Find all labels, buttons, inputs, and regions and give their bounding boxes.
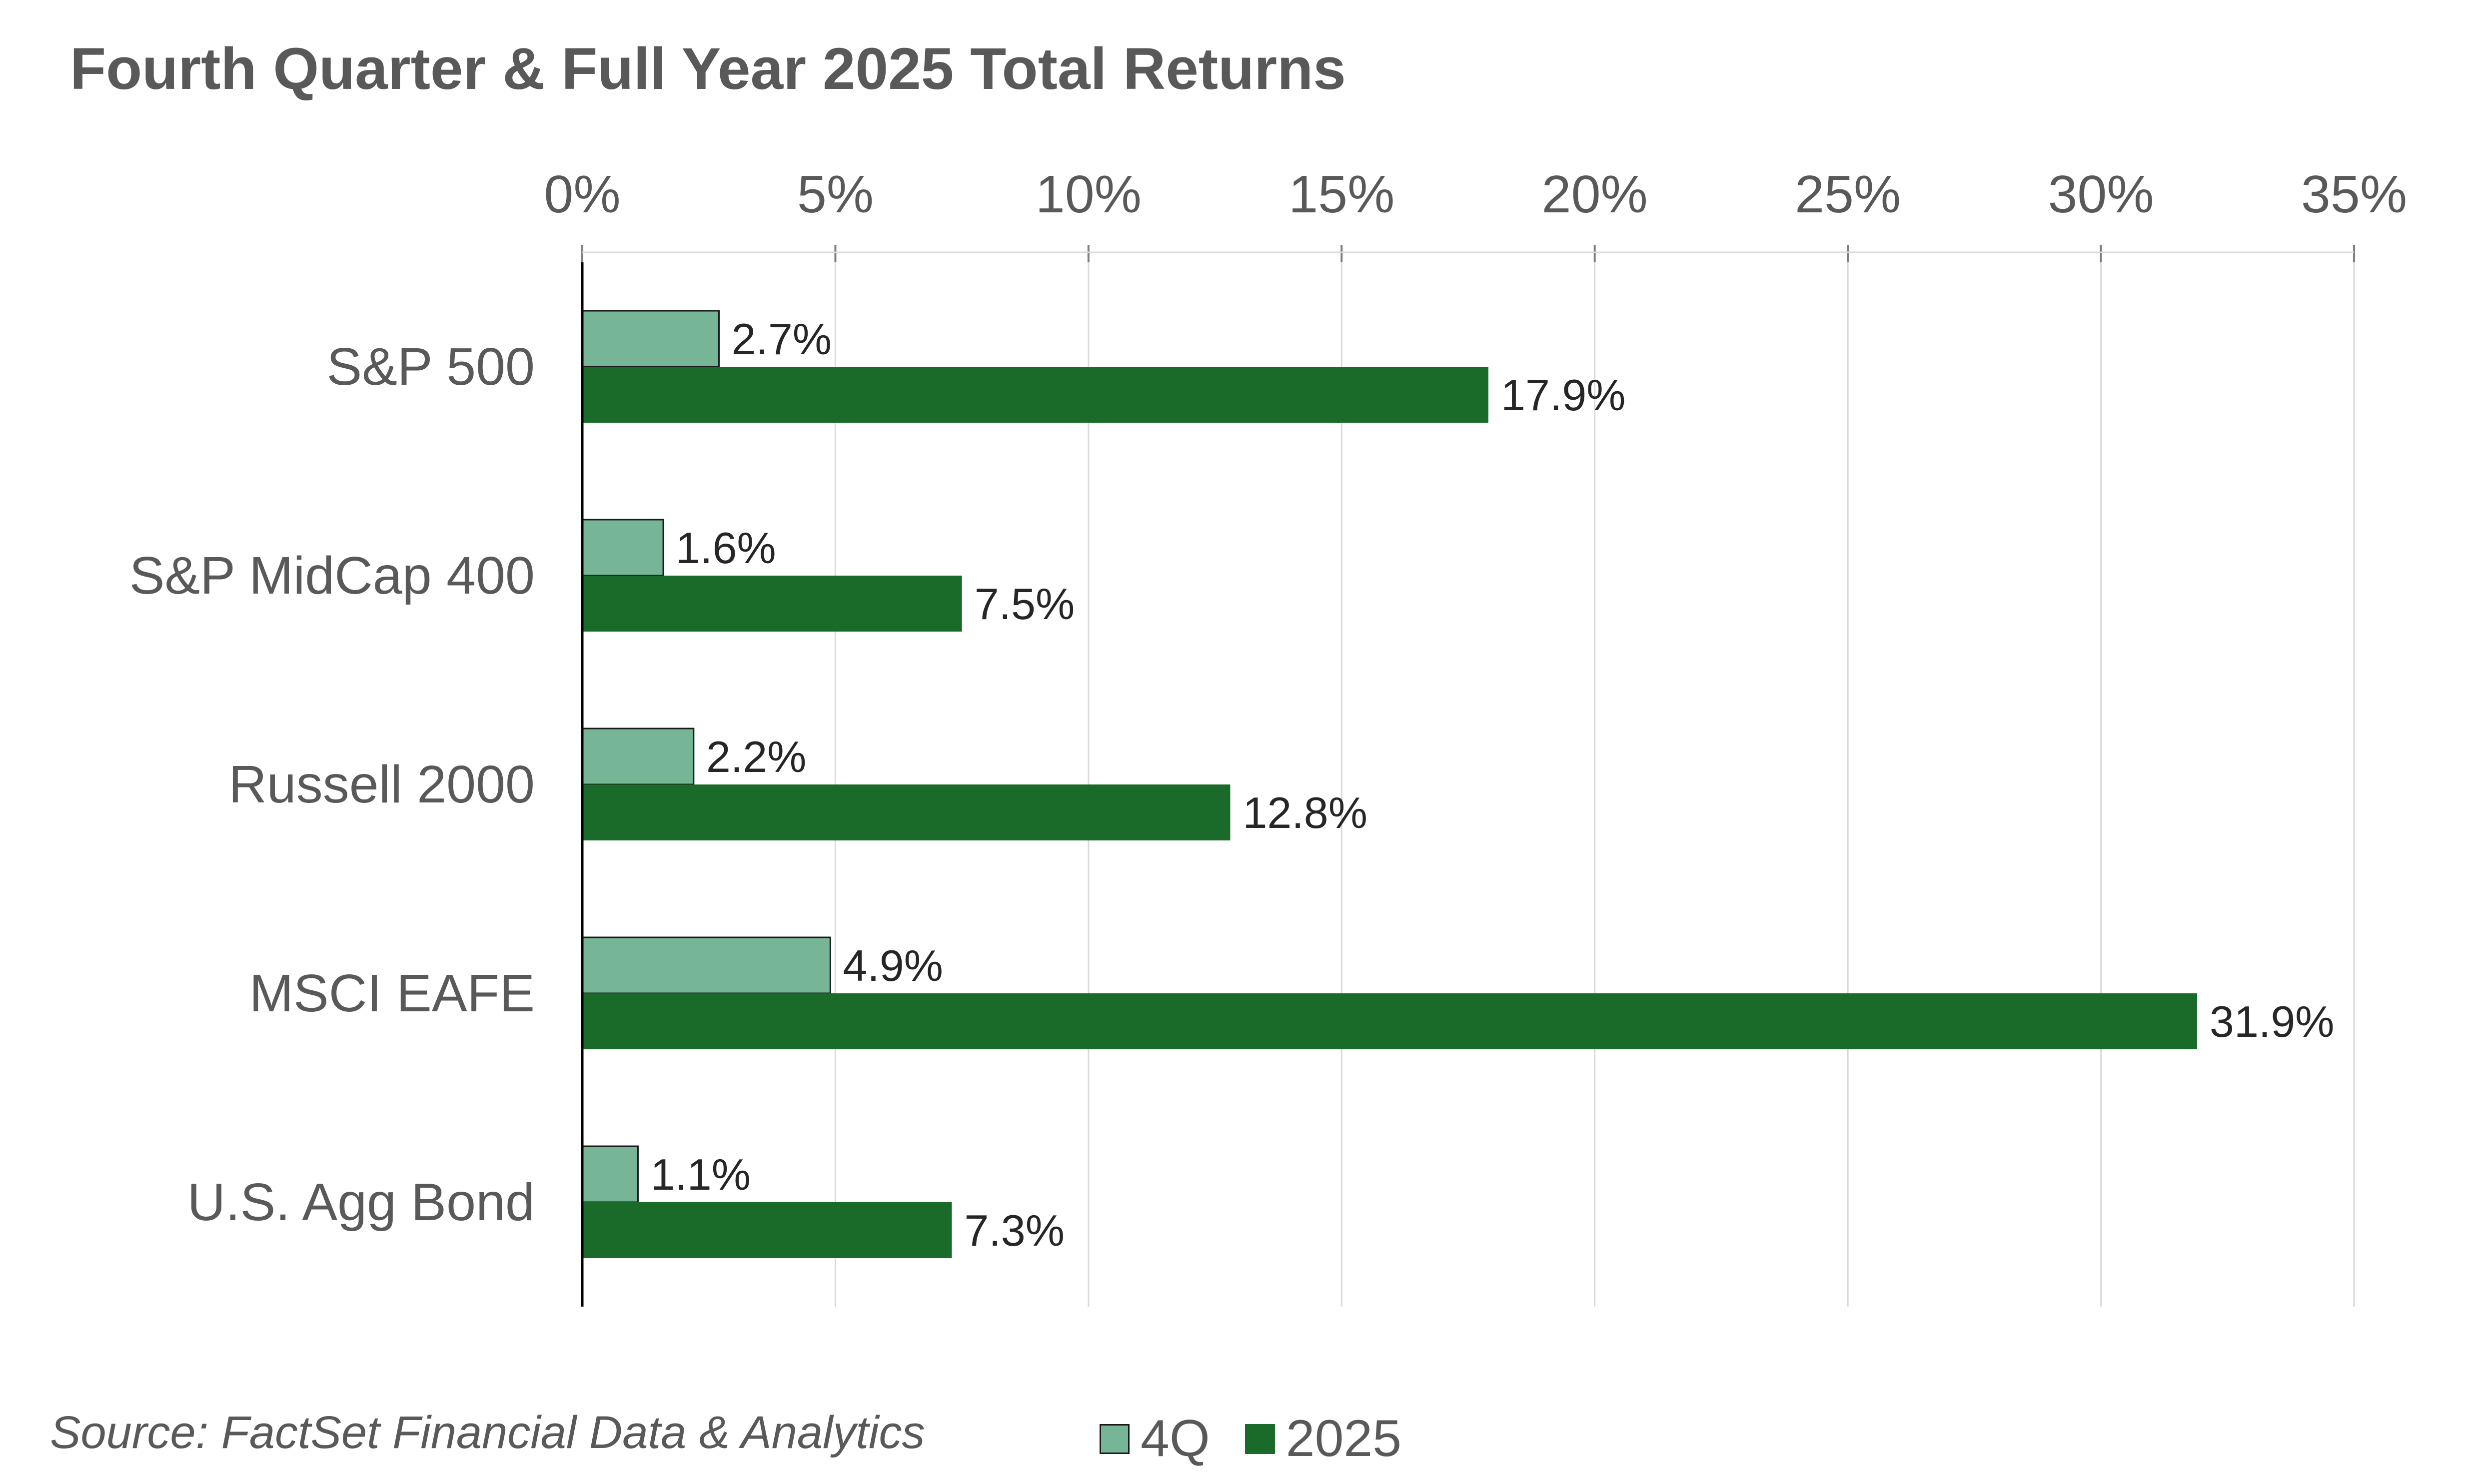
bar-q4 <box>581 1145 639 1203</box>
x-axis: 0% 5% 10% 15% 20% 25% 30% 35% <box>544 165 2407 262</box>
source-note: Source: FactSet Financial Data & Analyti… <box>50 1407 925 1458</box>
bar-2025 <box>582 993 2198 1049</box>
legend-swatch-4q <box>1100 1424 1130 1454</box>
legend-swatch-2025 <box>1244 1424 1275 1454</box>
data-label-q4: 2.2% <box>706 732 807 781</box>
category-label: S&P MidCap 400 <box>129 546 535 605</box>
data-label-q4: 1.1% <box>650 1150 751 1199</box>
x-tick-label: 10% <box>1036 165 1142 224</box>
data-label-2025: 7.3% <box>964 1206 1065 1255</box>
bar-q4 <box>581 310 720 368</box>
bar-q4 <box>581 728 695 785</box>
x-tick-label: 25% <box>1795 165 1901 224</box>
category-label: Russell 2000 <box>228 755 535 814</box>
data-labels: 2.7% 17.9% 1.6% 7.5% 2.2% 12.8% 4.9% 31.9% 1.1% 7… <box>650 314 2334 1255</box>
data-label-2025: 31.9% <box>2210 997 2335 1046</box>
x-tick-label: 20% <box>1542 165 1648 224</box>
bar-2025 <box>582 367 1489 423</box>
data-label-q4: 1.6% <box>676 523 776 573</box>
y-axis: S&P 500 S&P MidCap 400 Russell 2000 MSCI EA… <box>129 262 584 1307</box>
x-tick-label: 35% <box>2301 165 2407 224</box>
x-tick-label: 0% <box>544 165 620 224</box>
legend-item-2025: 2025 <box>1244 1409 1402 1469</box>
bar-2025 <box>582 784 1231 840</box>
bar-q4 <box>581 519 664 577</box>
category-label: MSCI EAFE <box>249 964 535 1023</box>
data-label-2025: 7.5% <box>975 579 1075 629</box>
x-tick-label: 5% <box>797 165 874 224</box>
legend-item-4q: 4Q <box>1100 1409 1210 1469</box>
x-tick-label: 15% <box>1288 165 1394 224</box>
category-label: S&P 500 <box>327 337 535 396</box>
legend-label-2025: 2025 <box>1285 1410 1402 1468</box>
data-label-2025: 12.8% <box>1242 788 1367 837</box>
legend: 4Q 2025 <box>1100 1409 1436 1469</box>
data-label-q4: 2.7% <box>731 314 832 364</box>
legend-label-4q: 4Q <box>1141 1410 1210 1468</box>
bar-2025 <box>582 1202 952 1258</box>
bars <box>581 310 2198 1258</box>
x-tick-label: 30% <box>2048 165 2154 224</box>
data-label-q4: 4.9% <box>843 941 943 990</box>
bar-q4 <box>581 936 831 994</box>
bar-2025 <box>582 576 962 632</box>
data-label-2025: 17.9% <box>1501 370 1626 420</box>
chart-title: Fourth Quarter & Full Year 2025 Total Re… <box>70 36 1346 102</box>
gridlines <box>834 252 2355 1307</box>
category-label: U.S. Agg Bond <box>187 1173 535 1232</box>
